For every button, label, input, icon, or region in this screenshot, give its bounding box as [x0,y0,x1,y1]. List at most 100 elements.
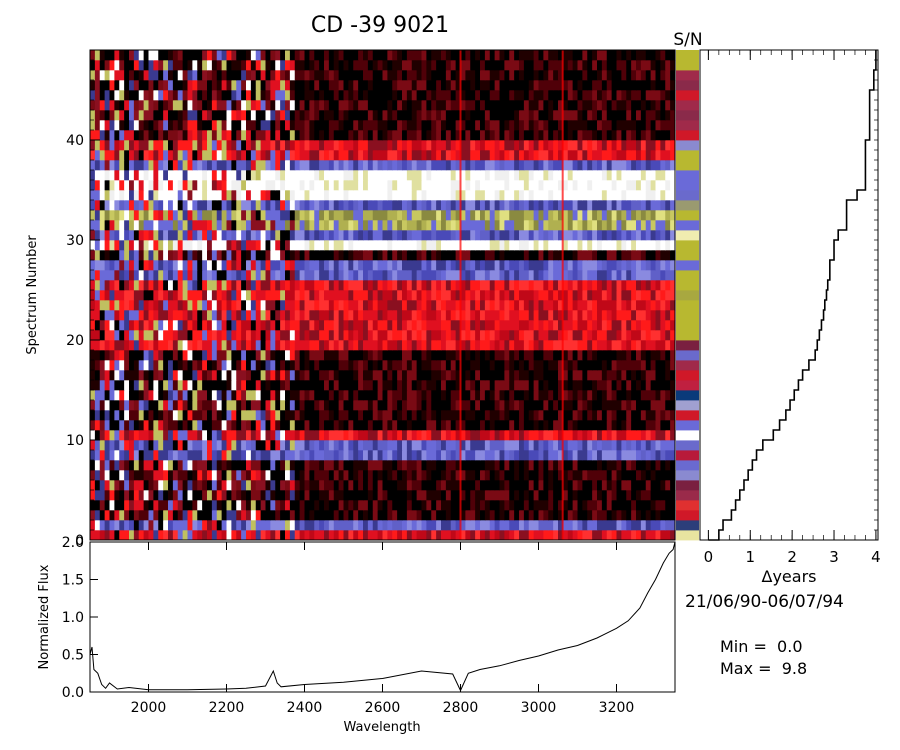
heatmap-cell [655,530,661,541]
heatmap-cell [207,400,213,411]
heatmap-cell [114,220,120,231]
heatmap-cell [631,470,637,481]
heatmap-cell [143,520,150,531]
heatmap-cell [94,520,101,531]
heatmap-cell [460,160,466,171]
heatmap-cell [129,480,135,491]
heatmap-cell [450,260,457,271]
heatmap-cell [143,360,150,371]
heatmap-cell [416,470,423,481]
heatmap-cell [187,280,193,291]
heatmap-cell [601,430,608,441]
heatmap-cell [192,480,198,491]
heatmap-cell [197,390,203,401]
heatmap-cell [143,240,150,251]
heatmap-cell [168,240,174,251]
heatmap-cell [480,180,486,191]
heatmap-cell [553,500,559,511]
heatmap-cell [640,260,647,271]
heatmap-cell [119,330,125,341]
heatmap-cell [523,510,530,521]
heatmap-cell [572,370,579,381]
heatmap-cell [626,210,632,221]
heatmap-cell [280,380,286,391]
heatmap-cell [148,450,154,461]
heatmap-cell [587,210,593,221]
heatmap-cell [606,350,613,361]
heatmap-cell [489,500,496,511]
heatmap-cell [236,150,242,161]
heatmap-cell [611,130,618,141]
heatmap-cell [294,300,301,311]
heatmap-cell [343,270,349,281]
heatmap-cell [343,380,349,391]
heatmap-cell [670,330,676,341]
heatmap-cell [441,250,447,261]
heatmap-cell [616,270,622,281]
heatmap-cell [645,460,652,471]
heatmap-cell [265,510,271,521]
heatmap-cell [348,460,354,471]
heatmap-cell [436,400,442,411]
heatmap-cell [416,400,423,411]
heatmap-cell [548,320,554,331]
heatmap-cell [182,230,189,241]
heatmap-cell [489,170,496,181]
heatmap-cell [270,330,276,341]
heatmap-cell [265,410,271,421]
heatmap-cell [523,330,530,341]
heatmap-cell [640,250,647,261]
heatmap-cell [650,400,657,411]
heatmap-cell [577,350,583,361]
heatmap-cell [343,320,349,331]
heatmap-cell [450,280,457,291]
heatmap-cell [363,340,369,351]
heatmap-cell [338,390,345,401]
heatmap-cell [231,190,237,201]
heatmap-cell [562,230,569,241]
heatmap-cell [450,420,457,431]
heatmap-cell [426,460,432,471]
heatmap-cell [455,430,462,441]
heatmap-cell [187,470,193,481]
heatmap-cell [465,510,471,521]
heatmap-cell [309,420,315,431]
heatmap-cell [621,530,627,541]
heatmap-cell [587,420,593,431]
heatmap-cell [182,240,189,251]
heatmap-cell [636,500,642,511]
heatmap-cell [572,250,579,261]
heatmap-cell [480,290,486,301]
heatmap-cell [650,470,657,481]
heatmap-cell [309,230,315,241]
heatmap-cell [119,140,125,151]
heatmap-cell [250,180,257,191]
heatmap-cell [309,150,315,161]
heatmap-cell [294,440,301,451]
heatmap-cell [480,140,486,151]
heatmap-cell [626,170,632,181]
heatmap-cell [333,200,340,211]
heatmap-cell [587,440,593,451]
heatmap-cell [255,190,262,201]
heatmap-cell [484,490,491,501]
heatmap-cell [285,300,291,311]
heatmap-cell [631,270,637,281]
heatmap-cell [670,240,676,251]
heatmap-cell [436,170,442,181]
heatmap-cell [426,290,432,301]
heatmap-cell [377,420,384,431]
heatmap-cell [314,130,320,141]
heatmap-cell [270,240,276,251]
heatmap-cell [582,440,588,451]
heatmap-cell [158,420,164,431]
heatmap-cell [567,450,574,461]
heatmap-cell [616,340,622,351]
heatmap-cell [172,390,179,401]
heatmap-cell [421,310,427,321]
heatmap-cell [90,510,96,521]
heatmap-cell [216,250,223,261]
heatmap-cell [299,530,306,541]
heatmap-cell [631,210,637,221]
heatmap-cell [655,300,661,311]
